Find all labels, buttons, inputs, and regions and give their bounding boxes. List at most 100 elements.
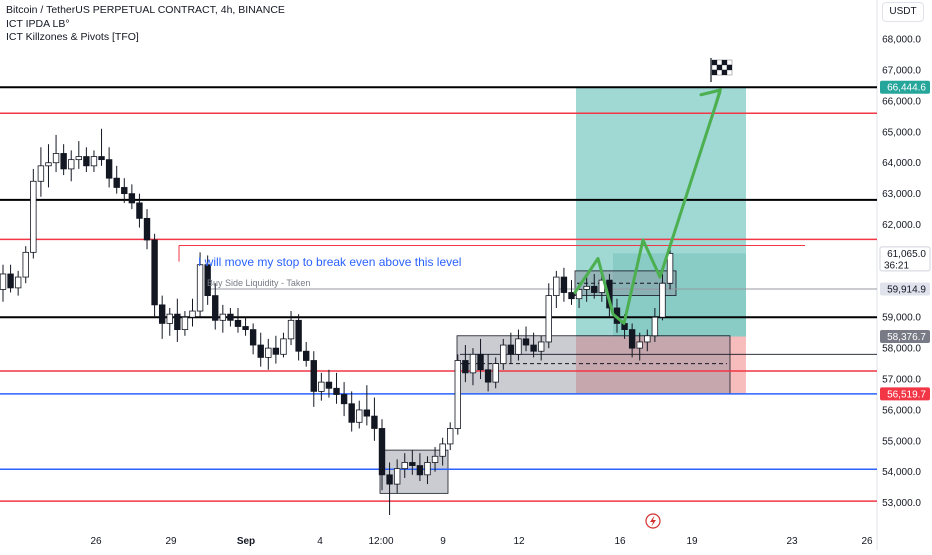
price-tick-label: 59,000.0 <box>882 313 921 324</box>
candle-body <box>249 329 257 346</box>
candle-body <box>128 193 136 204</box>
candle-body <box>553 276 560 297</box>
candle-body <box>242 326 249 330</box>
projection-path <box>573 90 722 325</box>
lightning-icon[interactable] <box>645 513 661 529</box>
time-tick-label: 29 <box>165 536 177 547</box>
flag-square <box>711 59 718 66</box>
flag-square <box>721 64 728 71</box>
chart-legend: Bitcoin / TetherUS PERPETUAL CONTRACT, 4… <box>6 4 285 45</box>
price-tick-label: 53,000.0 <box>882 498 921 509</box>
candle-body <box>14 276 22 289</box>
profit-zone-overlay <box>613 253 746 337</box>
candle-body <box>537 341 545 352</box>
candle-body <box>522 338 530 346</box>
candle-body <box>636 341 643 349</box>
price-tick-label: 58,000.0 <box>882 344 921 355</box>
candle-body <box>196 264 204 312</box>
candle-body <box>583 285 590 290</box>
candle-body <box>98 156 105 161</box>
candle-body <box>219 313 227 321</box>
candle-body <box>575 289 583 300</box>
candle-body <box>227 313 234 321</box>
candle-body <box>530 344 537 352</box>
price-tick-label: 54,000.0 <box>882 467 921 478</box>
price-badge <box>880 329 930 343</box>
candle-body <box>204 264 211 297</box>
candle-body <box>378 428 386 476</box>
candle-body <box>265 347 272 358</box>
candle-body <box>469 353 477 374</box>
candle-body <box>484 369 492 383</box>
price-tick-label: 66,000.0 <box>882 96 921 107</box>
candle-body <box>189 310 196 318</box>
price-badge <box>880 80 930 94</box>
candle-body <box>333 387 340 395</box>
currency-button[interactable]: USDT <box>882 2 924 22</box>
candle-body <box>386 474 393 485</box>
candle-body <box>591 285 598 293</box>
price-tick-label: 57,000.0 <box>882 375 921 386</box>
candle-body <box>22 251 29 278</box>
candle-body <box>212 295 219 321</box>
candle-body <box>52 153 60 164</box>
flag-square <box>726 69 733 76</box>
candle-body <box>666 253 674 284</box>
candle-body <box>121 187 128 195</box>
candle-body <box>318 381 325 392</box>
loss-zone <box>576 336 746 394</box>
horizontal-levels <box>0 86 877 502</box>
indicator-killzones[interactable]: ICT Killzones & Pivots [TFO] <box>6 31 139 43</box>
time-tick-label: 16 <box>614 536 626 547</box>
candle-body <box>454 360 461 429</box>
candle-body <box>560 276 568 293</box>
candlestick-series <box>0 128 674 515</box>
indicator-ipda[interactable]: ICT IPDA LB° <box>6 17 70 30</box>
candle-body <box>302 350 310 361</box>
time-tick-label: 26 <box>90 536 102 547</box>
time-tick-label: 12 <box>513 536 525 547</box>
candle-body <box>272 347 280 355</box>
candle-body <box>628 329 636 349</box>
time-tick-label: 12:00 <box>368 536 393 547</box>
candle-body <box>174 313 181 330</box>
time-axis: 26 29 Sep 4 12:00 9 12 16 19 23 26 <box>90 536 873 547</box>
candle-body <box>515 338 522 355</box>
symbol-title[interactable]: Bitcoin / TetherUS PERPETUAL CONTRACT, 4… <box>6 4 285 16</box>
candle-body <box>409 462 416 466</box>
candle-body <box>325 381 333 389</box>
candle-body <box>500 344 507 364</box>
candle-body <box>68 159 75 170</box>
price-badge <box>880 282 930 296</box>
candle-body <box>158 304 166 324</box>
candle-body <box>477 353 484 371</box>
time-tick-label: Sep <box>237 536 255 547</box>
flag-square <box>726 59 733 66</box>
price-badge <box>880 387 930 401</box>
candle-body <box>393 468 401 485</box>
candle-body <box>644 335 651 343</box>
candle-body <box>431 455 439 463</box>
countdown-label: 36:21 <box>884 260 909 271</box>
candle-body <box>401 462 408 470</box>
candle-body <box>181 316 189 330</box>
price-axis: 68,000.0 67,000.0 66,000.0 65,000.0 64,000.0… <box>879 35 931 509</box>
candle-body <box>363 409 371 417</box>
candle-body <box>90 156 98 167</box>
candle-body <box>0 273 7 290</box>
candle-body <box>113 177 120 188</box>
candle-body <box>30 180 37 253</box>
checkered-flag-icon <box>710 58 733 82</box>
candle-body <box>60 153 67 170</box>
time-tick-label: 19 <box>686 536 698 547</box>
candle-body <box>651 316 659 337</box>
time-tick-label: 9 <box>440 536 446 547</box>
price-tick-label: 64,000.0 <box>882 158 921 169</box>
candle-body <box>45 162 52 167</box>
candle-body <box>287 319 295 340</box>
flag-square <box>711 64 718 71</box>
candle-body <box>424 462 431 476</box>
candle-body <box>166 313 173 324</box>
